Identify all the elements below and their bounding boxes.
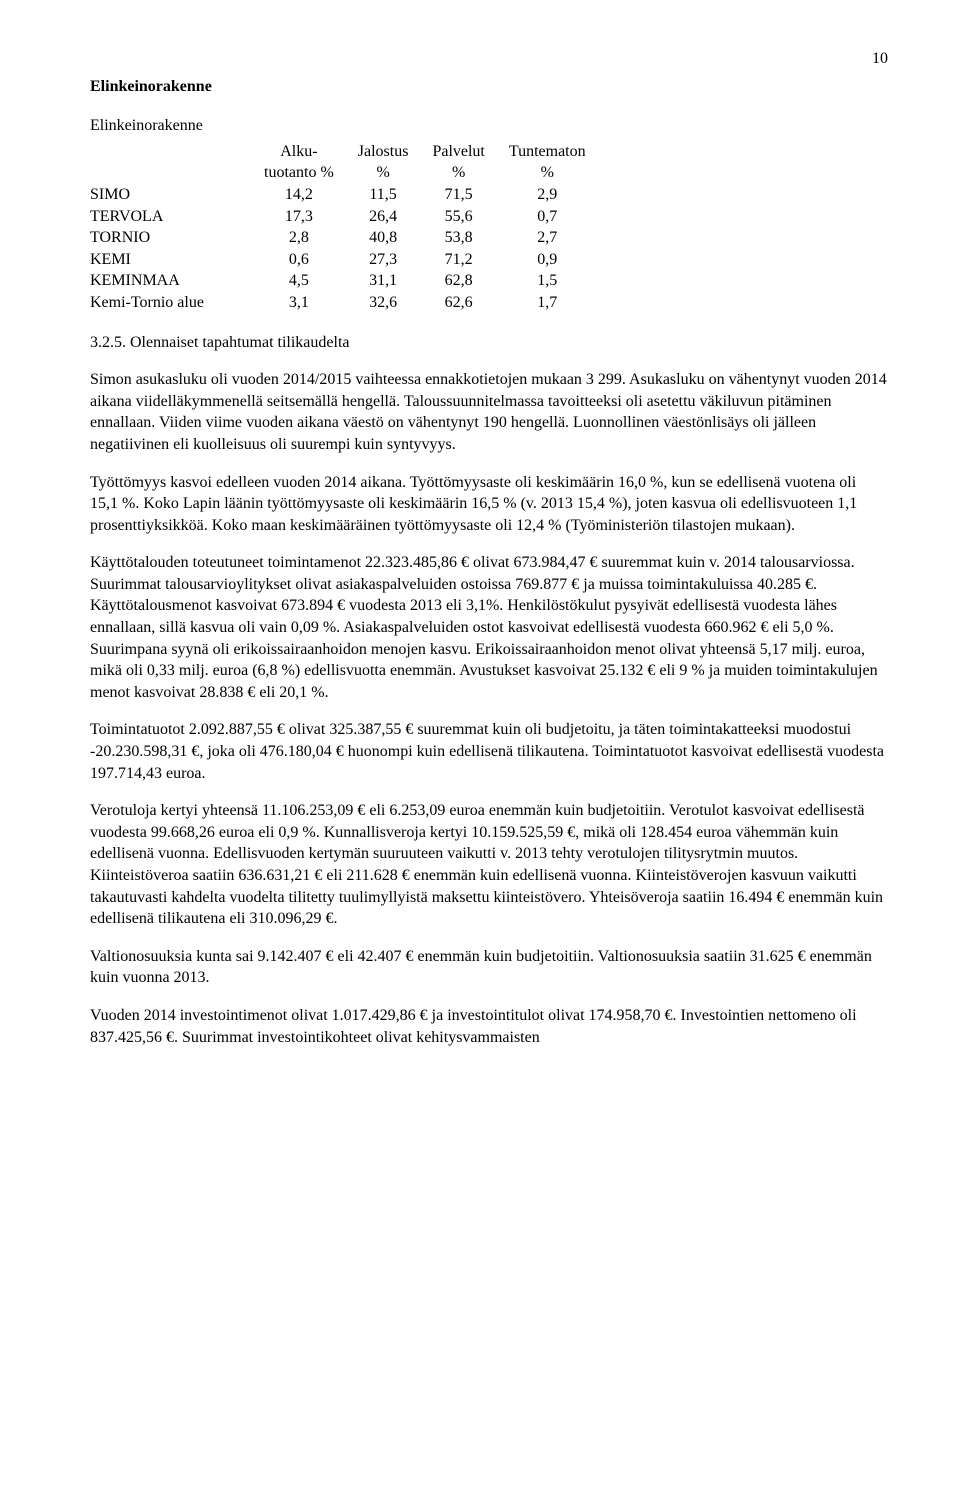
cell-value: 1,5: [509, 270, 610, 292]
cell-value: 3,1: [264, 292, 358, 314]
cell-value: 40,8: [358, 227, 433, 249]
cell-value: 32,6: [358, 292, 433, 314]
cell-value: 62,8: [432, 270, 508, 292]
row-label: TERVOLA: [90, 206, 264, 228]
cell-value: 11,5: [358, 184, 433, 206]
cell-value: 2,9: [509, 184, 610, 206]
table-header: %: [432, 162, 508, 184]
table-row: TORNIO2,840,853,82,7: [90, 227, 610, 249]
cell-value: 53,8: [432, 227, 508, 249]
row-label: KEMINMAA: [90, 270, 264, 292]
body-paragraph: Valtionosuuksia kunta sai 9.142.407 € el…: [90, 946, 888, 989]
body-paragraph: Verotuloja kertyi yhteensä 11.106.253,09…: [90, 800, 888, 930]
table-row: KEMINMAA4,531,162,81,5: [90, 270, 610, 292]
cell-value: 71,2: [432, 249, 508, 271]
body-paragraph: Vuoden 2014 investointimenot olivat 1.01…: [90, 1005, 888, 1048]
cell-value: 4,5: [264, 270, 358, 292]
cell-value: 55,6: [432, 206, 508, 228]
row-label: TORNIO: [90, 227, 264, 249]
table-header: Palvelut: [432, 141, 508, 163]
table-header: Jalostus: [358, 141, 433, 163]
cell-value: 71,5: [432, 184, 508, 206]
body-paragraph: Työttömyys kasvoi edelleen vuoden 2014 a…: [90, 472, 888, 537]
table-header: [90, 141, 264, 163]
page-number: 10: [90, 48, 888, 70]
cell-value: 62,6: [432, 292, 508, 314]
table-row: TERVOLA17,326,455,60,7: [90, 206, 610, 228]
table-row: Kemi-Tornio alue3,132,662,61,7: [90, 292, 610, 314]
cell-value: 26,4: [358, 206, 433, 228]
body-paragraph: Käyttötalouden toteutuneet toimintamenot…: [90, 552, 888, 703]
table-header: [90, 162, 264, 184]
cell-value: 2,8: [264, 227, 358, 249]
body-paragraph: Toimintatuotot 2.092.887,55 € olivat 325…: [90, 719, 888, 784]
row-label: SIMO: [90, 184, 264, 206]
table-row: SIMO14,211,571,52,9: [90, 184, 610, 206]
cell-value: 17,3: [264, 206, 358, 228]
row-label: KEMI: [90, 249, 264, 271]
table-header: %: [358, 162, 433, 184]
table-header-row-2: tuotanto % % % %: [90, 162, 610, 184]
cell-value: 0,6: [264, 249, 358, 271]
section-heading: 3.2.5. Olennaiset tapahtumat tilikaudelt…: [90, 334, 349, 351]
cell-value: 31,1: [358, 270, 433, 292]
table-header: Alku-: [264, 141, 358, 163]
table-header: tuotanto %: [264, 162, 358, 184]
cell-value: 0,7: [509, 206, 610, 228]
table-header-row-1: Alku- Jalostus Palvelut Tuntematon: [90, 141, 610, 163]
page-title: Elinkeinorakenne: [90, 76, 888, 98]
cell-value: 14,2: [264, 184, 358, 206]
table-row: KEMI0,627,371,20,9: [90, 249, 610, 271]
table-caption: Elinkeinorakenne: [90, 115, 888, 137]
row-label: Kemi-Tornio alue: [90, 292, 264, 314]
cell-value: 2,7: [509, 227, 610, 249]
elinkeinorakenne-table: Alku- Jalostus Palvelut Tuntematon tuota…: [90, 141, 610, 314]
cell-value: 1,7: [509, 292, 610, 314]
cell-value: 0,9: [509, 249, 610, 271]
body-paragraph: Simon asukasluku oli vuoden 2014/2015 va…: [90, 369, 888, 455]
table-header: %: [509, 162, 610, 184]
table-header: Tuntematon: [509, 141, 610, 163]
cell-value: 27,3: [358, 249, 433, 271]
